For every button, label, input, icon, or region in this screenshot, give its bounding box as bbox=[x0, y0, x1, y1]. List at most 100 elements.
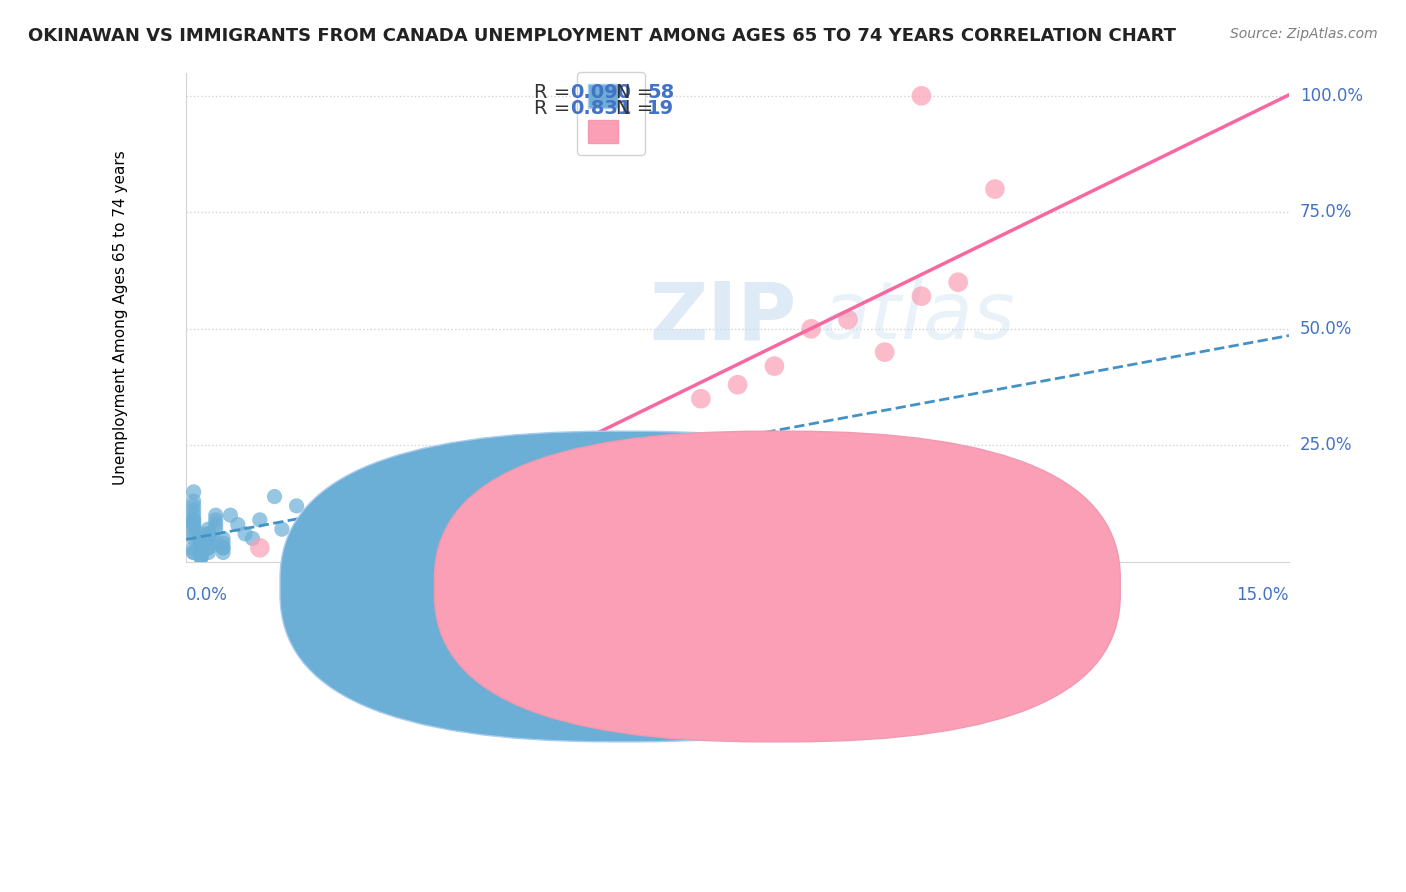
Point bbox=[837, 312, 859, 326]
Legend: , : , bbox=[576, 72, 645, 155]
Text: 100.0%: 100.0% bbox=[1301, 87, 1362, 105]
Point bbox=[285, 499, 308, 513]
Point bbox=[322, 532, 344, 546]
Text: ZIP: ZIP bbox=[650, 278, 797, 356]
Point bbox=[395, 517, 418, 532]
Point bbox=[190, 532, 212, 546]
Point bbox=[190, 536, 212, 550]
Point bbox=[190, 545, 212, 559]
Point bbox=[689, 392, 711, 406]
Point bbox=[270, 522, 292, 536]
FancyBboxPatch shape bbox=[434, 431, 1121, 742]
Point bbox=[763, 359, 786, 373]
Point bbox=[249, 513, 271, 527]
Point bbox=[197, 536, 219, 550]
Point bbox=[183, 545, 205, 559]
Point bbox=[183, 503, 205, 517]
Text: 0.090: 0.090 bbox=[569, 83, 631, 103]
Point bbox=[910, 88, 932, 103]
Text: N =: N = bbox=[616, 99, 659, 119]
Point bbox=[197, 532, 219, 546]
Point bbox=[197, 526, 219, 541]
Point bbox=[212, 541, 235, 555]
Point bbox=[233, 526, 256, 541]
Point bbox=[204, 522, 226, 536]
Point bbox=[212, 541, 235, 555]
Point bbox=[212, 545, 235, 559]
Point bbox=[183, 517, 205, 532]
Point bbox=[190, 536, 212, 550]
Point bbox=[543, 499, 565, 513]
Text: 15.0%: 15.0% bbox=[1236, 586, 1289, 604]
Point bbox=[197, 541, 219, 555]
Point bbox=[616, 461, 638, 475]
Point bbox=[197, 536, 219, 550]
Point bbox=[800, 322, 823, 336]
Point bbox=[183, 513, 205, 527]
Point bbox=[226, 517, 249, 532]
Point bbox=[470, 508, 492, 523]
Text: 75.0%: 75.0% bbox=[1301, 203, 1353, 221]
FancyBboxPatch shape bbox=[280, 431, 966, 742]
Point bbox=[204, 508, 226, 523]
Text: 0.831: 0.831 bbox=[569, 99, 631, 119]
Point bbox=[197, 545, 219, 559]
Point bbox=[190, 541, 212, 555]
Point bbox=[183, 484, 205, 499]
Point bbox=[183, 545, 205, 559]
Point bbox=[197, 522, 219, 536]
Text: Source: ZipAtlas.com: Source: ZipAtlas.com bbox=[1230, 27, 1378, 41]
Point bbox=[197, 526, 219, 541]
Point bbox=[190, 545, 212, 559]
Point bbox=[984, 182, 1007, 196]
Point bbox=[212, 532, 235, 546]
Point bbox=[197, 532, 219, 546]
Point bbox=[183, 526, 205, 541]
Point bbox=[285, 536, 308, 550]
Point bbox=[249, 541, 271, 555]
Text: Unemployment Among Ages 65 to 74 years: Unemployment Among Ages 65 to 74 years bbox=[112, 150, 128, 484]
Point bbox=[190, 550, 212, 565]
Point bbox=[183, 541, 205, 555]
Point bbox=[183, 499, 205, 513]
Point bbox=[727, 377, 749, 392]
Point bbox=[190, 526, 212, 541]
Text: N =: N = bbox=[616, 83, 659, 103]
Text: 58: 58 bbox=[647, 83, 675, 103]
Text: atlas: atlas bbox=[820, 278, 1015, 356]
Text: 50.0%: 50.0% bbox=[1301, 320, 1353, 338]
Point bbox=[219, 508, 242, 523]
Point bbox=[263, 490, 285, 504]
Point bbox=[910, 289, 932, 303]
Point bbox=[204, 536, 226, 550]
Text: 0.0%: 0.0% bbox=[187, 586, 228, 604]
Point bbox=[183, 522, 205, 536]
Point bbox=[190, 541, 212, 555]
Point bbox=[183, 517, 205, 532]
Text: 25.0%: 25.0% bbox=[1301, 436, 1353, 454]
Point bbox=[204, 513, 226, 527]
Text: R =: R = bbox=[534, 99, 576, 119]
Point bbox=[359, 522, 381, 536]
Point bbox=[183, 513, 205, 527]
Point bbox=[190, 550, 212, 565]
Point bbox=[579, 484, 602, 499]
Point bbox=[183, 494, 205, 508]
Text: 19: 19 bbox=[647, 99, 675, 119]
Point bbox=[183, 508, 205, 523]
Point bbox=[190, 550, 212, 565]
Point bbox=[212, 536, 235, 550]
Point bbox=[873, 345, 896, 359]
Point bbox=[242, 532, 264, 546]
Point bbox=[190, 536, 212, 550]
Text: Okinawans: Okinawans bbox=[641, 576, 733, 594]
Text: Immigrants from Canada: Immigrants from Canada bbox=[796, 576, 1004, 594]
Point bbox=[190, 532, 212, 546]
Point bbox=[190, 545, 212, 559]
Text: R =: R = bbox=[534, 83, 576, 103]
Text: OKINAWAN VS IMMIGRANTS FROM CANADA UNEMPLOYMENT AMONG AGES 65 TO 74 YEARS CORREL: OKINAWAN VS IMMIGRANTS FROM CANADA UNEMP… bbox=[28, 27, 1177, 45]
Point bbox=[190, 541, 212, 555]
Point bbox=[204, 517, 226, 532]
Point bbox=[946, 275, 969, 289]
Point bbox=[197, 541, 219, 555]
